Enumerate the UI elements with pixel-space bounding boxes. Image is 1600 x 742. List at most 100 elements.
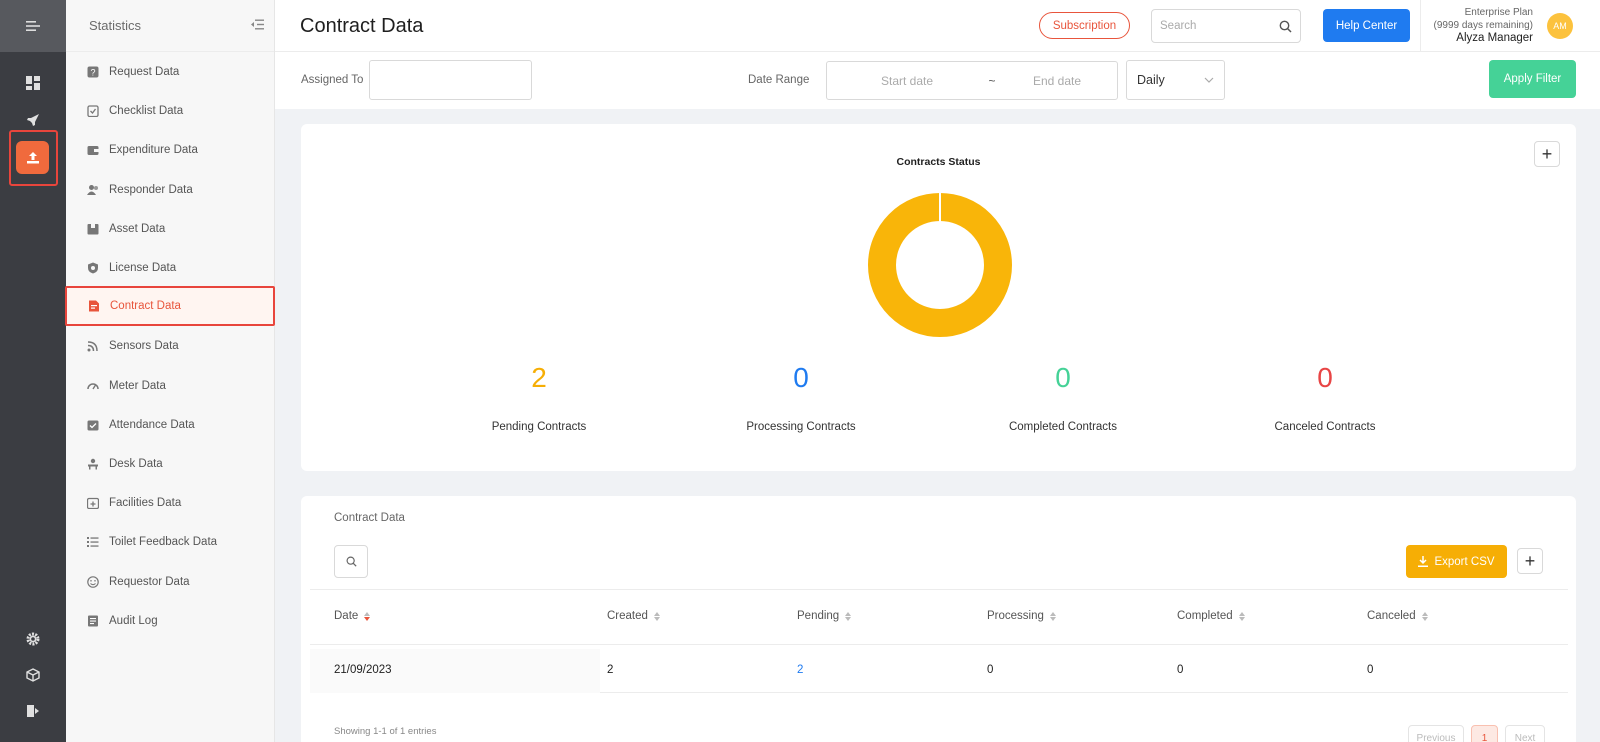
rail-settings[interactable] xyxy=(0,625,66,653)
column-header-date[interactable]: Date xyxy=(334,610,371,622)
cube-icon xyxy=(26,668,40,682)
rail-statistics[interactable] xyxy=(16,141,49,174)
log-icon xyxy=(87,615,99,627)
collapse-sidebar-icon[interactable] xyxy=(251,19,264,33)
column-header-processing[interactable]: Processing xyxy=(987,610,1056,622)
add-widget-button[interactable]: + xyxy=(1534,141,1560,167)
sidebar-item-meter-data[interactable]: Meter Data xyxy=(66,366,275,406)
sort-icon[interactable] xyxy=(1238,611,1245,621)
apply-filter-button[interactable]: Apply Filter xyxy=(1489,60,1576,98)
menu-expand-icon xyxy=(26,21,40,31)
page-title: Contract Data xyxy=(300,15,424,37)
stat-value: 2 xyxy=(531,362,547,393)
column-header-label: Completed xyxy=(1177,610,1233,622)
cell-created: 2 xyxy=(607,664,614,676)
previous-page-button[interactable]: Previous xyxy=(1408,725,1464,742)
rail-dashboard[interactable] xyxy=(0,69,66,97)
sidebar-item-request-data[interactable]: ? Request Data xyxy=(66,52,275,92)
end-date-input[interactable]: End date xyxy=(1032,73,1082,88)
start-date-input[interactable]: Start date xyxy=(880,73,934,88)
column-header-canceled[interactable]: Canceled xyxy=(1367,610,1428,622)
sidebar-item-label: Meter Data xyxy=(109,379,166,392)
sidebar-item-requestor-data[interactable]: Requestor Data xyxy=(66,562,275,602)
rail-logout[interactable] xyxy=(0,697,66,725)
avatar[interactable]: AM xyxy=(1547,13,1573,39)
statistics-icon xyxy=(26,151,39,163)
sidebar-item-label: Responder Data xyxy=(109,183,193,196)
shield-icon xyxy=(87,262,99,274)
rail-packages[interactable] xyxy=(0,661,66,689)
sidebar-item-asset-data[interactable]: Asset Data xyxy=(66,209,275,249)
table-search-button[interactable] xyxy=(334,545,368,578)
contracts-status-card: + Contracts Status 2 Pending Contracts 0 Pr… xyxy=(301,124,1576,471)
sidebar-item-label: Toilet Feedback Data xyxy=(109,536,218,549)
calendar-plus-icon xyxy=(87,497,99,510)
sidebar-title: Statistics xyxy=(89,18,142,33)
sidebar-item-contract-data[interactable]: Contract Data xyxy=(65,286,275,327)
add-column-button[interactable]: + xyxy=(1517,548,1543,574)
sidebar-item-toilet-feedback-data[interactable]: Toilet Feedback Data xyxy=(66,522,275,562)
stat-label: Completed Contracts xyxy=(1008,421,1118,433)
interval-value: Daily xyxy=(1137,73,1165,87)
column-header-created[interactable]: Created xyxy=(607,610,660,622)
sort-icon[interactable] xyxy=(1049,611,1056,621)
sidebar-item-facilities-data[interactable]: Facilities Data xyxy=(66,483,275,523)
cell-processing: 0 xyxy=(987,664,994,676)
help-center-button[interactable]: Help Center xyxy=(1323,9,1410,42)
page-1-button[interactable]: 1 xyxy=(1471,725,1498,742)
search-icon[interactable] xyxy=(1279,20,1292,33)
sidebar-item-label: Checklist Data xyxy=(109,105,184,118)
list-icon xyxy=(87,536,99,548)
column-header-completed[interactable]: Completed xyxy=(1177,610,1245,622)
rail-active-highlight xyxy=(9,130,58,186)
export-csv-label: Export CSV xyxy=(1434,555,1495,568)
contract-table-card: Contract Data Export CSV + Date Created Pe… xyxy=(301,496,1576,742)
user-name[interactable]: Alyza Manager xyxy=(1456,32,1533,44)
box-icon xyxy=(87,223,99,235)
stat-value: 0 xyxy=(1317,362,1333,393)
interval-select[interactable]: Daily xyxy=(1126,60,1225,100)
cell-pending[interactable]: 2 xyxy=(797,664,804,676)
sidebar-item-audit-log[interactable]: Audit Log xyxy=(66,601,275,641)
sidebar-item-label: Expenditure Data xyxy=(109,144,198,157)
sidebar-item-label: Facilities Data xyxy=(109,497,182,510)
sidebar-item-expenditure-data[interactable]: Expenditure Data xyxy=(66,130,275,170)
sort-icon[interactable] xyxy=(364,611,371,621)
sort-icon[interactable] xyxy=(653,611,660,621)
stat-label: Pending Contracts xyxy=(491,421,587,433)
column-header-pending[interactable]: Pending xyxy=(797,610,852,622)
column-header-label: Pending xyxy=(797,610,840,622)
chevron-down-icon xyxy=(1204,77,1214,83)
top-header: Contract Data Subscription Help Center E… xyxy=(275,0,1600,52)
rail-menu-toggle[interactable] xyxy=(0,0,66,52)
cell-date: 21/09/2023 xyxy=(334,664,392,676)
subscription-button[interactable]: Subscription xyxy=(1039,12,1130,39)
rail-launch[interactable] xyxy=(0,106,66,134)
header-divider xyxy=(1420,0,1421,52)
contracts-donut-chart xyxy=(868,192,1012,337)
sidebar-item-checklist-data[interactable]: Checklist Data xyxy=(66,91,275,131)
app-rail xyxy=(0,0,66,742)
sidebar-item-sensors-data[interactable]: Sensors Data xyxy=(66,326,275,366)
assigned-to-input[interactable] xyxy=(369,60,532,100)
next-page-button[interactable]: Next xyxy=(1505,725,1545,742)
search-input[interactable] xyxy=(1160,20,1270,32)
sidebar-item-label: Contract Data xyxy=(110,300,181,313)
calendar-check-icon xyxy=(87,419,99,431)
checklist-icon xyxy=(87,105,99,118)
statistics-sidebar: Statistics ? Request Data Checklist Data Ex… xyxy=(65,0,275,742)
sidebar-item-responder-data[interactable]: Responder Data xyxy=(66,170,275,210)
plus-icon: + xyxy=(1541,143,1553,164)
search-icon xyxy=(346,556,357,567)
stat-value: 0 xyxy=(793,362,809,393)
donut-slice-pending-contracts[interactable] xyxy=(868,193,1012,337)
plan-remaining: (9999 days remaining) xyxy=(1433,20,1534,31)
logout-icon xyxy=(27,705,39,717)
sort-icon[interactable] xyxy=(1421,611,1428,621)
sidebar-item-license-data[interactable]: License Data xyxy=(66,248,275,288)
wallet-icon xyxy=(87,144,99,156)
export-csv-button[interactable]: Export CSV xyxy=(1406,545,1507,578)
sort-icon[interactable] xyxy=(845,611,852,621)
sidebar-item-attendance-data[interactable]: Attendance Data xyxy=(66,405,275,445)
sidebar-item-desk-data[interactable]: Desk Data xyxy=(66,444,275,484)
